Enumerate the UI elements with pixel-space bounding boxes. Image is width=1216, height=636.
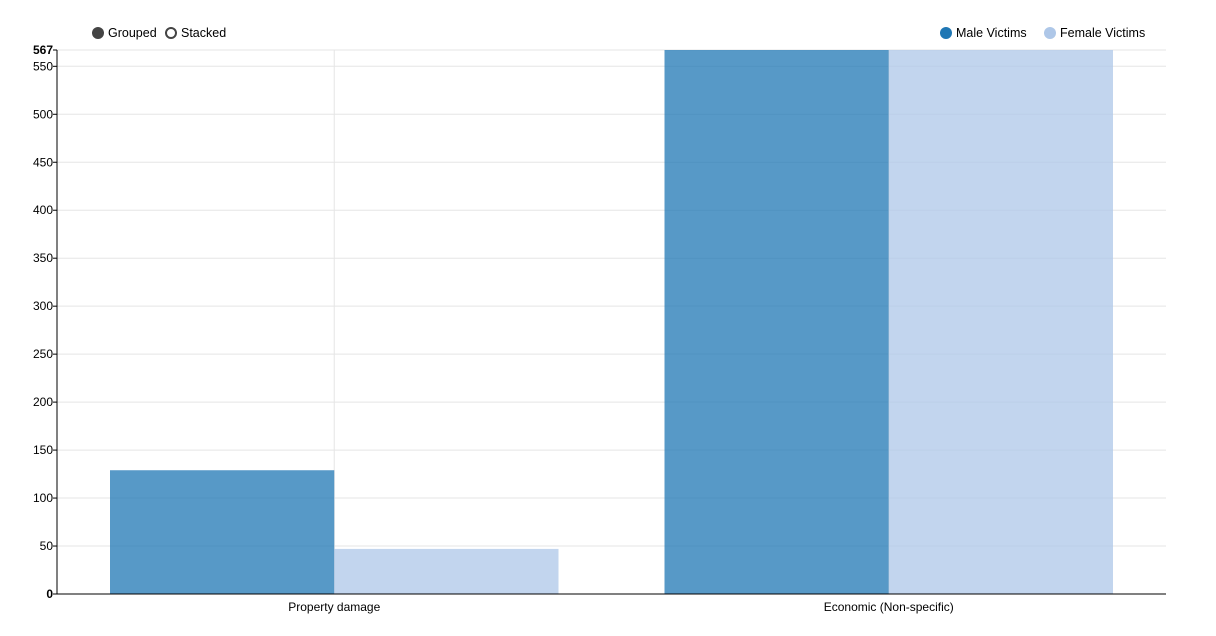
grouped-toggle[interactable]: Grouped <box>92 26 157 40</box>
y-tick-label: 567 <box>33 43 53 57</box>
stacked-label: Stacked <box>181 26 227 40</box>
x-tick-label: Property damage <box>288 600 380 614</box>
legend-female-label: Female Victims <box>1060 26 1146 40</box>
y-tick-label: 250 <box>33 347 53 361</box>
y-tick-label: 200 <box>33 395 53 409</box>
legend-male-swatch-icon <box>940 27 952 39</box>
bar-female-victims[interactable] <box>334 548 559 594</box>
legend-female-swatch-icon <box>1044 27 1056 39</box>
y-tick-label: 450 <box>33 155 53 169</box>
legend-male-label: Male Victims <box>956 26 1027 40</box>
grouped-label: Grouped <box>108 26 157 40</box>
legend-male-victims[interactable]: Male Victims <box>940 26 1027 40</box>
bar-female-victims[interactable] <box>888 50 1113 594</box>
axes: 0 50 100 150 200 250 300 350 400 450 500 550 567 Prop… <box>33 43 1166 614</box>
y-tick-label: 150 <box>33 443 53 457</box>
y-tick-label: 400 <box>33 203 53 217</box>
legend-female-victims[interactable]: Female Victims <box>1044 26 1145 40</box>
y-tick-label: 50 <box>40 539 54 553</box>
bar-male-victims[interactable] <box>664 50 889 594</box>
stacked-radio-icon <box>165 27 177 39</box>
y-tick-label: 550 <box>33 59 53 73</box>
y-tick-label: 100 <box>33 491 53 505</box>
y-tick-label: 500 <box>33 107 53 121</box>
y-tick-label: 300 <box>33 299 53 313</box>
bars <box>110 50 1113 594</box>
y-tick-label: 350 <box>33 251 53 265</box>
bar-male-victims[interactable] <box>110 470 335 594</box>
y-tick-label: 0 <box>46 587 53 601</box>
stacked-toggle[interactable]: Stacked <box>165 26 226 40</box>
grouped-radio-icon <box>92 27 104 39</box>
x-tick-label: Economic (Non-specific) <box>824 600 954 614</box>
